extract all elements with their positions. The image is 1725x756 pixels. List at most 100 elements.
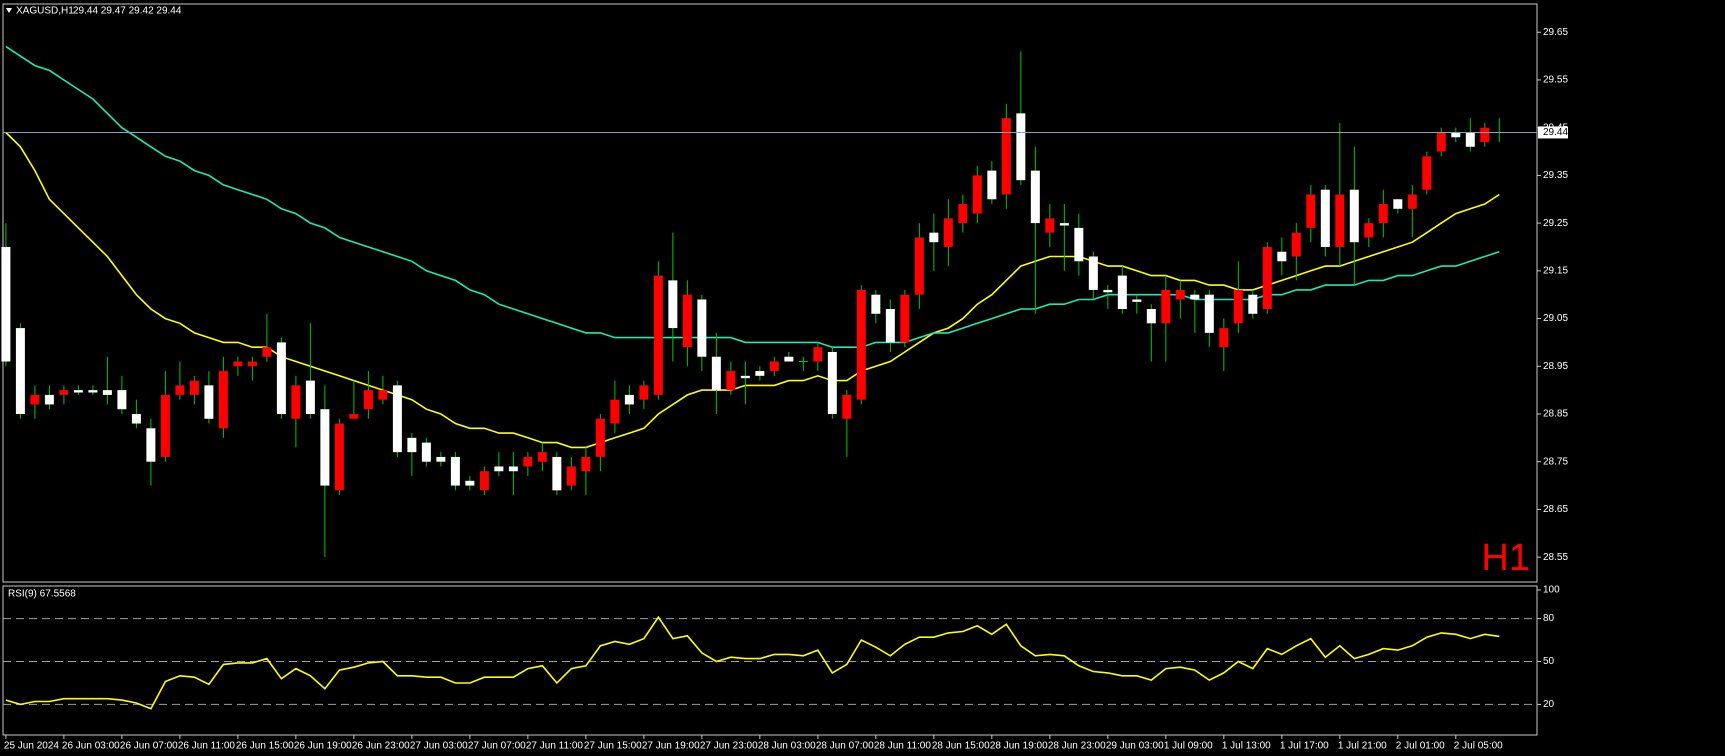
candle-body <box>1016 113 1026 181</box>
menu-triangle[interactable] <box>6 8 12 13</box>
x-tick-label: 28 Jun 03:00 <box>758 741 816 752</box>
candle-body <box>1001 118 1011 195</box>
candle-body <box>755 371 765 376</box>
x-tick-label: 1 Jul 21:00 <box>1338 741 1387 752</box>
x-tick-label: 28 Jun 11:00 <box>874 741 932 752</box>
x-tick-label: 25 Jun 2024 <box>4 741 59 752</box>
candle-body <box>972 175 982 214</box>
y-tick-label: 29.35 <box>1543 170 1568 181</box>
candle-body <box>1320 189 1330 247</box>
candle-body <box>958 204 968 224</box>
candle-body <box>494 466 504 472</box>
x-tick-label: 26 Jun 19:00 <box>294 741 352 752</box>
candle-body <box>1204 294 1214 333</box>
candle-body <box>1451 132 1461 138</box>
candle-body <box>929 232 939 243</box>
x-tick-label: 28 Jun 15:00 <box>932 741 990 752</box>
candle-body <box>363 390 373 410</box>
ohlc-info: 29.44 29.47 29.42 29.44 <box>73 6 182 17</box>
candle-body <box>653 275 663 395</box>
candle-body <box>276 342 286 414</box>
candle-body <box>1219 328 1229 348</box>
candle-body <box>59 390 69 395</box>
candle-body <box>871 294 881 314</box>
candle-body <box>204 385 214 419</box>
x-tick-label: 28 Jun 19:00 <box>990 741 1048 752</box>
y-tick-label: 28.95 <box>1543 361 1568 372</box>
candle-body <box>740 375 750 379</box>
candle-body <box>1248 294 1258 314</box>
candle-body <box>856 289 866 400</box>
candle-body <box>610 399 620 424</box>
candle-body <box>450 456 460 486</box>
rsi-title: RSI(9) 67.5568 <box>8 589 76 600</box>
x-tick-label: 27 Jun 03:00 <box>410 741 468 752</box>
candle-body <box>842 394 852 419</box>
candle-body <box>1161 289 1171 324</box>
candle-body <box>131 413 141 424</box>
y-tick-label: 29.25 <box>1543 218 1568 229</box>
candle-body <box>465 480 475 486</box>
y-tick-label: 28.85 <box>1543 409 1568 420</box>
candle-body <box>769 361 779 372</box>
candle-body <box>1117 275 1127 310</box>
candle-body <box>1349 189 1359 243</box>
symbol-title: XAGUSD,H1 <box>16 6 74 17</box>
candle-body <box>885 309 895 343</box>
candle-body <box>30 394 40 405</box>
candle-body <box>305 380 315 414</box>
candle-body <box>711 356 721 391</box>
candle-body <box>900 294 910 343</box>
candle-body <box>117 390 127 410</box>
x-tick-label: 26 Jun 23:00 <box>352 741 410 752</box>
x-tick-label: 1 Jul 09:00 <box>1164 741 1213 752</box>
y-tick-label: 29.55 <box>1543 75 1568 86</box>
x-tick-label: 27 Jun 19:00 <box>642 741 700 752</box>
candle-body <box>987 170 997 200</box>
candle-body <box>639 385 649 400</box>
candle-body <box>1422 156 1432 190</box>
candle-body <box>146 428 156 462</box>
candle-body <box>682 294 692 348</box>
x-tick-label: 26 Jun 15:00 <box>236 741 294 752</box>
x-tick-label: 26 Jun 07:00 <box>120 741 178 752</box>
candle-body <box>1146 309 1156 324</box>
candle-body <box>566 466 576 486</box>
y-tick-label: 28.75 <box>1543 456 1568 467</box>
candle-body <box>668 280 678 329</box>
y-tick-label: 28.55 <box>1543 552 1568 563</box>
candle-body <box>15 328 25 414</box>
candle-body <box>581 456 591 472</box>
candle-body <box>479 471 489 491</box>
candle-body <box>160 394 170 457</box>
candle-body <box>1190 294 1200 300</box>
x-tick-label: 27 Jun 07:00 <box>468 741 526 752</box>
candle-body <box>537 452 547 462</box>
candle-body <box>1291 232 1301 257</box>
candle-body <box>1465 132 1475 147</box>
y-tick-label: 29.65 <box>1543 27 1568 38</box>
candle-body <box>523 456 533 467</box>
rsi-line <box>5 615 1500 710</box>
candle-body <box>624 394 634 405</box>
x-tick-label: 27 Jun 11:00 <box>526 741 584 752</box>
candle-body <box>1 246 11 362</box>
candle-body <box>392 385 402 453</box>
candle-body <box>436 456 446 462</box>
x-tick-label: 27 Jun 23:00 <box>700 741 758 752</box>
candle-body <box>1103 289 1113 293</box>
candle-body <box>291 385 301 419</box>
candle-body <box>697 299 707 357</box>
current-price-label: 29.44 <box>1543 127 1568 138</box>
candle-body <box>1059 223 1069 226</box>
candle-body <box>1233 289 1243 324</box>
x-tick-label: 1 Jul 17:00 <box>1280 741 1329 752</box>
candle-body <box>914 237 924 295</box>
candle-body <box>262 347 272 357</box>
candle-body <box>1407 194 1417 209</box>
x-tick-label: 29 Jun 03:00 <box>1106 741 1164 752</box>
candle-body <box>88 390 98 393</box>
candle-body <box>189 380 199 395</box>
candle-body <box>233 361 243 367</box>
